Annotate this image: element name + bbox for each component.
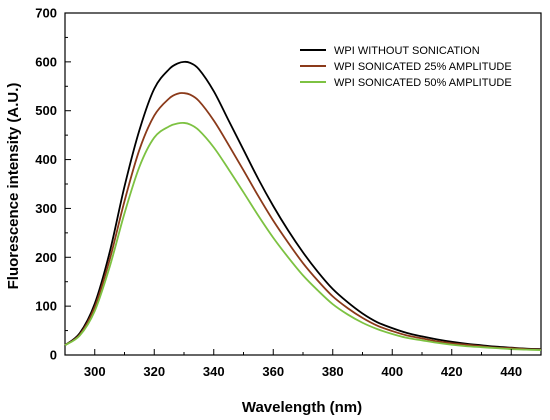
x-tick-label: 380 [322,364,344,379]
series-line-3 [64,121,542,352]
x-axis-title: Wavelength (nm) [242,399,362,416]
legend-label-1: WPI WITHOUT SONICATION [334,45,480,57]
y-tick-label: 600 [35,54,57,69]
x-tick-label: 300 [84,364,106,379]
y-tick-label: 400 [35,152,57,167]
x-axis: 300 320 340 360 380 400 420 440 [64,349,542,379]
y-tick-label: 100 [35,299,57,314]
series-line-2 [64,92,542,351]
series-layer [64,60,542,352]
legend: WPI WITHOUT SONICATION WPI SONICATED 25% … [300,45,512,89]
y-tick-label: 700 [35,6,57,21]
x-tick-label: 320 [143,364,165,379]
legend-label-2: WPI SONICATED 25% AMPLITUDE [334,61,512,73]
x-tick-label: 420 [441,364,463,379]
series-line-1 [64,60,542,351]
y-axis: 0 100 200 300 400 500 600 700 [35,6,71,363]
y-axis-title: Fluorescence intensity (A.U.) [5,83,22,290]
x-tick-label: 440 [500,364,522,379]
x-tick-label: 340 [203,364,225,379]
x-tick-label: 360 [262,364,284,379]
y-tick-label: 300 [35,201,57,216]
y-tick-label: 500 [35,103,57,118]
y-tick-label: 200 [35,250,57,265]
legend-label-3: WPI SONICATED 50% AMPLITUDE [334,77,512,89]
y-tick-label: 0 [50,348,57,363]
x-tick-label: 400 [381,364,403,379]
